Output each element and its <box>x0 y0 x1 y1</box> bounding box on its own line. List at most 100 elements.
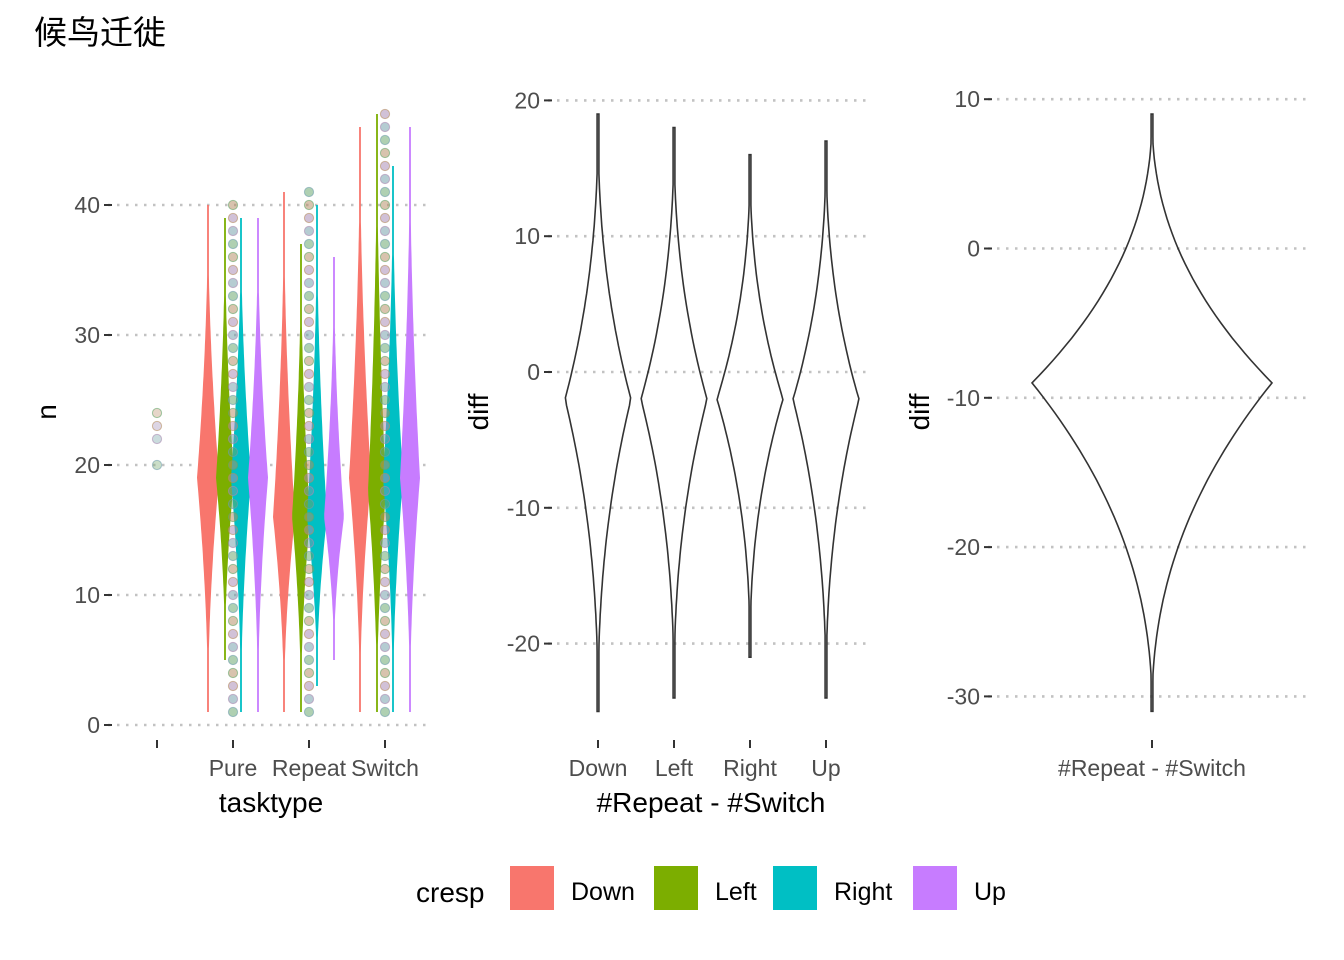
point-pure-4-1 <box>227 667 239 679</box>
point-repeat-23-2 <box>303 420 315 432</box>
point-repeat-29-0 <box>303 342 315 354</box>
point-switch-22-1 <box>379 433 391 445</box>
point-repeat-7-2 <box>303 628 315 640</box>
point-switch-12-1 <box>379 563 391 575</box>
point-switch-44-1 <box>379 147 391 159</box>
point-switch-7-0 <box>379 628 391 640</box>
point-switch-39-1 <box>379 212 391 224</box>
point-switch-27-2 <box>379 368 391 380</box>
point-switch-41-0 <box>379 186 391 198</box>
point-pure-20-0 <box>227 459 239 471</box>
panel3-x-axis: #Repeat - #Switch <box>1058 740 1246 781</box>
point-switch-17-2 <box>379 498 391 510</box>
point-pure-1-0 <box>227 706 239 718</box>
point-switch-45-1 <box>379 134 391 146</box>
point-switch-21-2 <box>379 446 391 458</box>
point-switch-11-2 <box>379 576 391 588</box>
point-repeat-31-2 <box>303 316 315 328</box>
point-switch-8-1 <box>379 615 391 627</box>
panel1-violins <box>197 114 420 712</box>
y-tick-label-10: -10 <box>507 495 540 521</box>
point-repeat-1-1 <box>303 706 315 718</box>
point-repeat-38-0 <box>303 225 315 237</box>
point-pure-14-2 <box>227 537 239 549</box>
legend-label-left: Left <box>715 878 757 906</box>
point-pure-29-0 <box>227 342 239 354</box>
point-switch-35-1 <box>379 264 391 276</box>
point-pure-38-1 <box>227 225 239 237</box>
legend-key-up <box>913 866 957 910</box>
point-switch-17-0 <box>379 498 391 510</box>
point-repeat-36-1 <box>303 251 315 263</box>
point-repeat-3-0 <box>303 680 315 692</box>
point-repeat-9-1 <box>303 602 315 614</box>
point-repeat-14-1 <box>303 537 315 549</box>
point-pure-26-0 <box>227 381 239 393</box>
violin-left <box>640 126 708 699</box>
point-repeat-31-0 <box>303 316 315 328</box>
point-switch-32-0 <box>379 303 391 315</box>
point-blank-23-2 <box>151 420 163 432</box>
point-repeat-35-2 <box>303 264 315 276</box>
point-repeat-33-0 <box>303 290 315 302</box>
point-switch-29-0 <box>379 342 391 354</box>
point-repeat-14-0 <box>303 537 315 549</box>
point-pure-31-1 <box>227 316 239 328</box>
point-repeat-4-0 <box>303 667 315 679</box>
point-pure-7-2 <box>227 628 239 640</box>
point-switch-14-1 <box>379 537 391 549</box>
point-pure-23-1 <box>227 420 239 432</box>
point-switch-25-0 <box>379 394 391 406</box>
point-switch-41-1 <box>379 186 391 198</box>
point-pure-20-1 <box>227 459 239 471</box>
point-repeat-27-1 <box>303 368 315 380</box>
point-pure-13-2 <box>227 550 239 562</box>
point-repeat-30-0 <box>303 329 315 341</box>
point-repeat-8-1 <box>303 615 315 627</box>
point-blank-22-1 <box>151 433 163 445</box>
point-pure-15-2 <box>227 524 239 536</box>
point-switch-22-2 <box>379 433 391 445</box>
point-switch-34-0 <box>379 277 391 289</box>
point-switch-2-0 <box>379 693 391 705</box>
point-switch-4-0 <box>379 667 391 679</box>
point-repeat-23-0 <box>303 420 315 432</box>
point-switch-8-0 <box>379 615 391 627</box>
point-pure-33-1 <box>227 290 239 302</box>
point-repeat-12-2 <box>303 563 315 575</box>
violin-left-repeat <box>292 244 310 712</box>
point-pure-28-1 <box>227 355 239 367</box>
point-pure-22-0 <box>227 433 239 445</box>
point-switch-42-2 <box>379 173 391 185</box>
point-pure-14-0 <box>227 537 239 549</box>
violin-down-switch <box>349 127 371 712</box>
legend-items: Down Left Right Up <box>510 866 1006 910</box>
point-switch-38-1 <box>379 225 391 237</box>
point-switch-23-0 <box>379 420 391 432</box>
point-pure-27-0 <box>227 368 239 380</box>
point-pure-8-2 <box>227 615 239 627</box>
panel3-gridlines <box>988 97 1310 698</box>
point-switch-12-0 <box>379 563 391 575</box>
point-pure-29-1 <box>227 342 239 354</box>
point-pure-21-1 <box>227 446 239 458</box>
point-blank-24-1 <box>151 407 163 419</box>
point-repeat-25-0 <box>303 394 315 406</box>
point-switch-36-0 <box>379 251 391 263</box>
point-switch-10-2 <box>379 589 391 601</box>
point-repeat-11-2 <box>303 576 315 588</box>
y-tick-label-10: 10 <box>954 86 980 112</box>
point-repeat-8-0 <box>303 615 315 627</box>
point-switch-16-2 <box>379 511 391 523</box>
point-pure-19-2 <box>227 472 239 484</box>
panel2-violins <box>564 113 860 713</box>
point-switch-34-1 <box>379 277 391 289</box>
point-switch-28-1 <box>379 355 391 367</box>
y-tick-label-20: 20 <box>514 87 540 113</box>
y-tick-label-20: -20 <box>507 631 540 657</box>
point-pure-13-0 <box>227 550 239 562</box>
point-repeat-1-0 <box>303 706 315 718</box>
point-repeat-4-2 <box>303 667 315 679</box>
point-switch-30-2 <box>379 329 391 341</box>
y-tick-label-0: 0 <box>527 359 540 385</box>
